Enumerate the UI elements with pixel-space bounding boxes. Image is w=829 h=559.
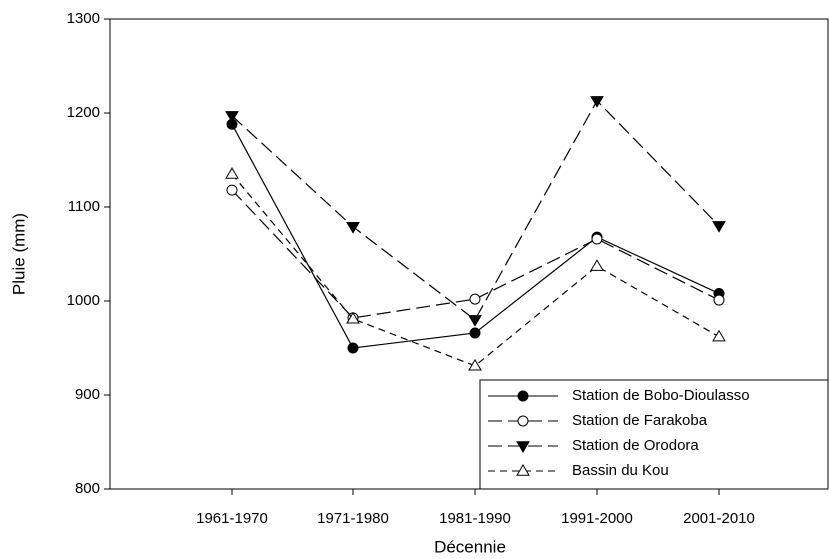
series-line <box>231 99 720 321</box>
marker <box>517 390 529 402</box>
legend-label: Bassin du Kou <box>572 462 669 479</box>
x-tick-label: 1971-1980 <box>317 510 389 527</box>
legend-label: Station de Orodora <box>572 437 699 454</box>
y-tick-label: 800 <box>75 480 100 497</box>
x-axis-title: Décennie <box>434 537 506 556</box>
marker <box>225 111 239 123</box>
y-tick-label: 1000 <box>67 292 100 309</box>
marker <box>712 221 726 233</box>
marker <box>516 441 530 453</box>
marker <box>346 311 360 324</box>
marker <box>591 233 603 245</box>
y-tick-label: 1100 <box>68 198 100 215</box>
marker <box>226 184 238 196</box>
marker <box>516 464 530 476</box>
marker <box>590 96 604 108</box>
series-line <box>231 173 720 367</box>
series-line <box>231 189 720 319</box>
marker <box>713 294 725 306</box>
marker <box>225 167 239 179</box>
marker <box>517 415 529 427</box>
series-line <box>231 123 720 349</box>
y-tick-label: 900 <box>75 386 100 403</box>
x-tick-label: 1961-1970 <box>196 510 268 527</box>
y-tick-label: 1300 <box>67 10 100 27</box>
legend-label: Station de Farakoba <box>572 412 708 429</box>
marker <box>347 342 359 354</box>
marker <box>712 329 726 342</box>
marker <box>346 222 360 234</box>
x-tick-label: 1981-1990 <box>439 510 511 527</box>
legend-label: Station de Bobo-Dioulasso <box>572 387 750 404</box>
x-tick-label: 1991-2000 <box>561 510 633 527</box>
y-axis-title: Pluie (mm) <box>9 213 28 295</box>
plot-frame <box>109 18 829 490</box>
y-tick-label: 1200 <box>67 104 100 121</box>
marker <box>590 259 604 271</box>
marker <box>469 293 481 305</box>
x-tick-label: 2001-2010 <box>683 510 755 527</box>
marker <box>468 315 482 327</box>
marker <box>468 358 482 371</box>
marker <box>469 327 481 339</box>
